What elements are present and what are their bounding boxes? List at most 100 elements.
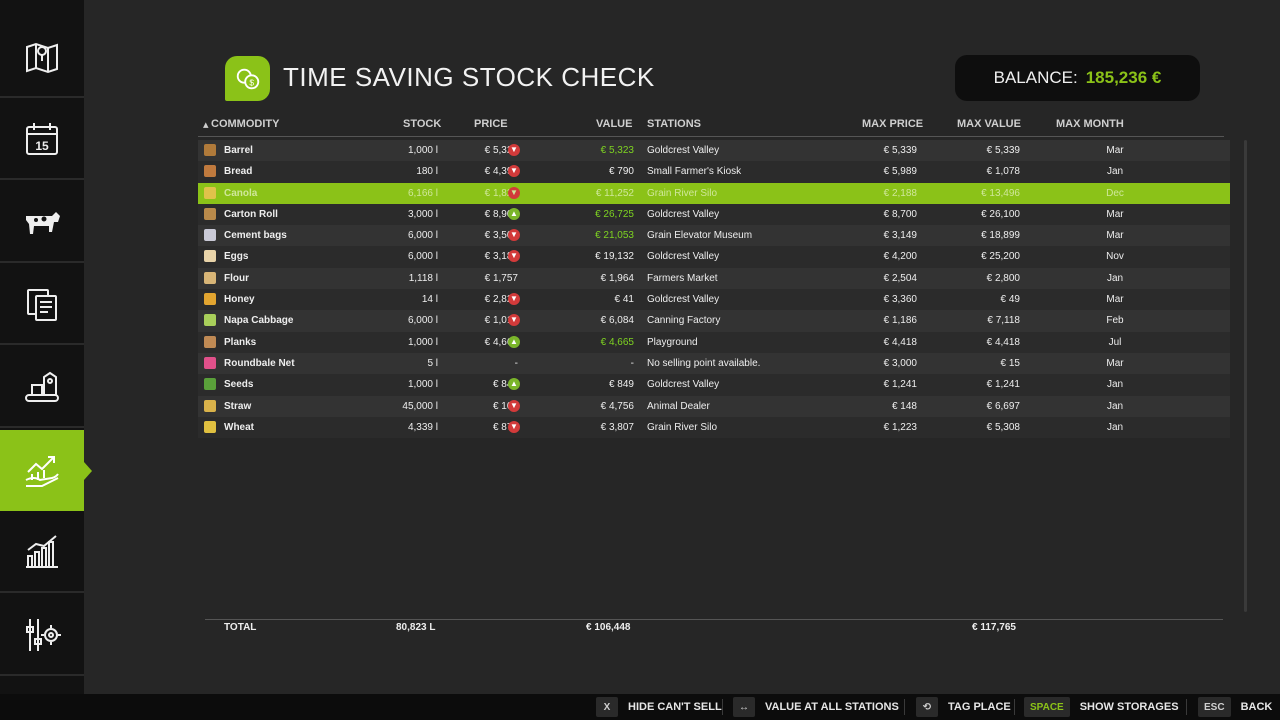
table-row[interactable]: Bread 180 l € 4,391 ▼ € 790 Small Farmer's Ki… — [198, 161, 1230, 183]
stock-cell: 5 l — [427, 357, 438, 369]
col-commodity[interactable]: COMMODITY — [211, 118, 280, 130]
key-space: SPACE — [1024, 697, 1070, 717]
stock-cell: 6,000 l — [407, 315, 438, 327]
max-value-cell: € 1,241 — [986, 379, 1020, 391]
table-row[interactable]: Carton Roll 3,000 l € 8,908 ▲ € 26,725 Goldcr… — [198, 203, 1230, 226]
trend-down-icon: ▼ — [508, 399, 520, 412]
commodity-name: Honey — [224, 294, 255, 306]
station-cell: Grain Elevator Museum — [647, 230, 753, 242]
max-price-cell: € 4,418 — [883, 336, 917, 348]
max-price-cell: € 1,241 — [883, 379, 917, 391]
sidebar-item-production[interactable] — [0, 347, 84, 428]
trend-down-icon: ▼ — [508, 144, 520, 156]
station-cell: Animal Dealer — [647, 400, 710, 412]
table-row[interactable]: Roundbale Net 5 l - - No selling point avail… — [198, 352, 1230, 375]
table-row[interactable]: Napa Cabbage 6,000 l € 1,014 ▼ € 6,084 Cannin… — [198, 310, 1230, 332]
max-price-cell: € 3,000 — [883, 357, 917, 369]
price-cell: € 2,820 — [484, 294, 518, 306]
max-month-cell: Nov — [1106, 251, 1124, 263]
commodity-name: Napa Cabbage — [224, 315, 294, 327]
sidebar-item-settings[interactable] — [0, 595, 84, 676]
col-stations[interactable]: STATIONS — [647, 118, 701, 130]
commodity-icon — [204, 378, 216, 391]
max-month-cell: Jan — [1106, 421, 1124, 433]
commodity-icon — [204, 271, 216, 284]
sidebar-item-finance[interactable] — [0, 430, 92, 511]
col-value[interactable]: VALUE — [596, 118, 633, 130]
table-row[interactable]: Honey 14 l € 2,820 ▼ € 41 Goldcrest Valley € 3… — [198, 289, 1230, 311]
total-label: TOTAL — [224, 622, 257, 633]
max-price-cell: € 2,188 — [883, 187, 917, 199]
table-row[interactable]: Seeds 1,000 l € 849 ▲ € 849 Goldcrest Valley €… — [198, 374, 1230, 396]
key-esc: ESC — [1198, 697, 1231, 717]
stock-cell: 180 l — [416, 166, 438, 178]
max-value-cell: € 4,418 — [986, 336, 1020, 348]
max-month-cell: Jan — [1106, 400, 1124, 412]
max-month-cell: Mar — [1106, 294, 1124, 306]
col-stock[interactable]: STOCK — [403, 118, 442, 130]
station-cell: Farmers Market — [647, 272, 718, 284]
price-cell: € 5,323 — [484, 145, 518, 156]
table-row[interactable]: Flour 1,118 l € 1,757 € 1,964 Farmers Market… — [198, 267, 1230, 290]
table-row[interactable]: Barrel 1,000 l € 5,323 ▼ € 5,323 Goldcrest Va… — [198, 140, 1230, 162]
value-cell: € 4,665 — [600, 336, 634, 348]
max-price-cell: € 3,360 — [883, 294, 917, 306]
max-month-cell: Dec — [1106, 187, 1124, 199]
hint-tag-place[interactable]: ⟲ TAG PLACE — [916, 697, 1011, 717]
commodity-icon — [204, 356, 216, 369]
max-price-cell: € 4,200 — [883, 251, 917, 263]
stock-cell: 1,000 l — [407, 379, 438, 391]
col-max-month[interactable]: MAX MONTH — [1056, 118, 1124, 130]
sidebar-item-contracts[interactable] — [0, 264, 84, 345]
stock-cell: 1,000 l — [407, 336, 438, 348]
col-max-value[interactable]: MAX VALUE — [957, 118, 1021, 130]
page-title: TIME SAVING STOCK CHECK — [283, 62, 655, 92]
stock-cell: 6,166 l — [407, 187, 438, 199]
commodity-name: Straw — [224, 400, 252, 412]
trend-up-icon: ▲ — [508, 335, 520, 348]
stock-cell: 6,000 l — [407, 230, 438, 242]
sidebar-item-calendar[interactable]: 15 — [0, 99, 84, 180]
table-row[interactable]: Straw 45,000 l € 105 ▼ € 4,756 Animal Dealer €… — [198, 395, 1230, 417]
total-max-value: € 117,765 — [972, 622, 1016, 633]
price-cell: € 4,391 — [484, 166, 518, 178]
price-cell: € 877 — [492, 421, 518, 433]
station-cell: No selling point available. — [647, 357, 761, 369]
max-month-cell: Jan — [1106, 379, 1124, 391]
hint-value-all-stations[interactable]: ↔ VALUE AT ALL STATIONS — [733, 697, 899, 717]
commodity-icon — [204, 335, 216, 348]
hint-show-storages[interactable]: SPACE SHOW STORAGES — [1024, 697, 1179, 717]
commodity-icon — [204, 314, 216, 327]
max-value-cell: € 6,697 — [986, 400, 1020, 412]
table-row[interactable]: Cement bags 6,000 l € 3,508 ▼ € 21,053 Grain … — [198, 225, 1230, 247]
hint-back[interactable]: ESC BACK — [1198, 697, 1272, 717]
max-month-cell: Mar — [1106, 230, 1124, 242]
statistics-icon — [26, 534, 58, 568]
table-row[interactable]: Wheat 4,339 l € 877 ▼ € 3,807 Grain River Sil… — [198, 416, 1230, 439]
sidebar-item-map[interactable] — [0, 17, 84, 98]
table-row[interactable]: Canola 6,166 l € 1,824 ▼ € 11,252 Grain River… — [198, 182, 1230, 204]
max-price-cell: € 5,339 — [883, 145, 917, 156]
value-cell: € 21,053 — [595, 230, 634, 242]
price-cell: € 3,508 — [484, 230, 518, 242]
col-max-price[interactable]: MAX PRICE — [862, 118, 924, 130]
commodity-name: Bread — [224, 166, 253, 178]
trend-up-icon: ▲ — [508, 378, 520, 391]
total-divider — [205, 619, 1223, 620]
max-price-cell: € 148 — [891, 400, 917, 412]
scrollbar[interactable] — [1244, 140, 1247, 612]
hint-divider — [904, 699, 905, 715]
price-cell: € 1,014 — [484, 315, 518, 327]
sidebar-item-animals[interactable] — [0, 182, 84, 263]
max-value-cell: € 7,118 — [987, 315, 1020, 327]
hint-label: HIDE CAN'T SELL — [628, 701, 722, 713]
value-cell: € 849 — [608, 379, 634, 391]
hint-hide-cant-sell[interactable]: X HIDE CAN'T SELL — [596, 697, 722, 717]
table-row[interactable]: Eggs 6,000 l € 3,188 ▼ € 19,132 Goldcrest Val… — [198, 246, 1230, 268]
max-month-cell: Mar — [1106, 208, 1124, 220]
hint-label: VALUE AT ALL STATIONS — [765, 701, 899, 713]
table-row[interactable]: Planks 1,000 l € 4,665 ▲ € 4,665 Playground € … — [198, 331, 1230, 353]
sidebar-item-statistics[interactable] — [0, 512, 84, 593]
station-cell: Canning Factory — [647, 315, 721, 327]
col-price[interactable]: PRICE — [474, 118, 508, 130]
